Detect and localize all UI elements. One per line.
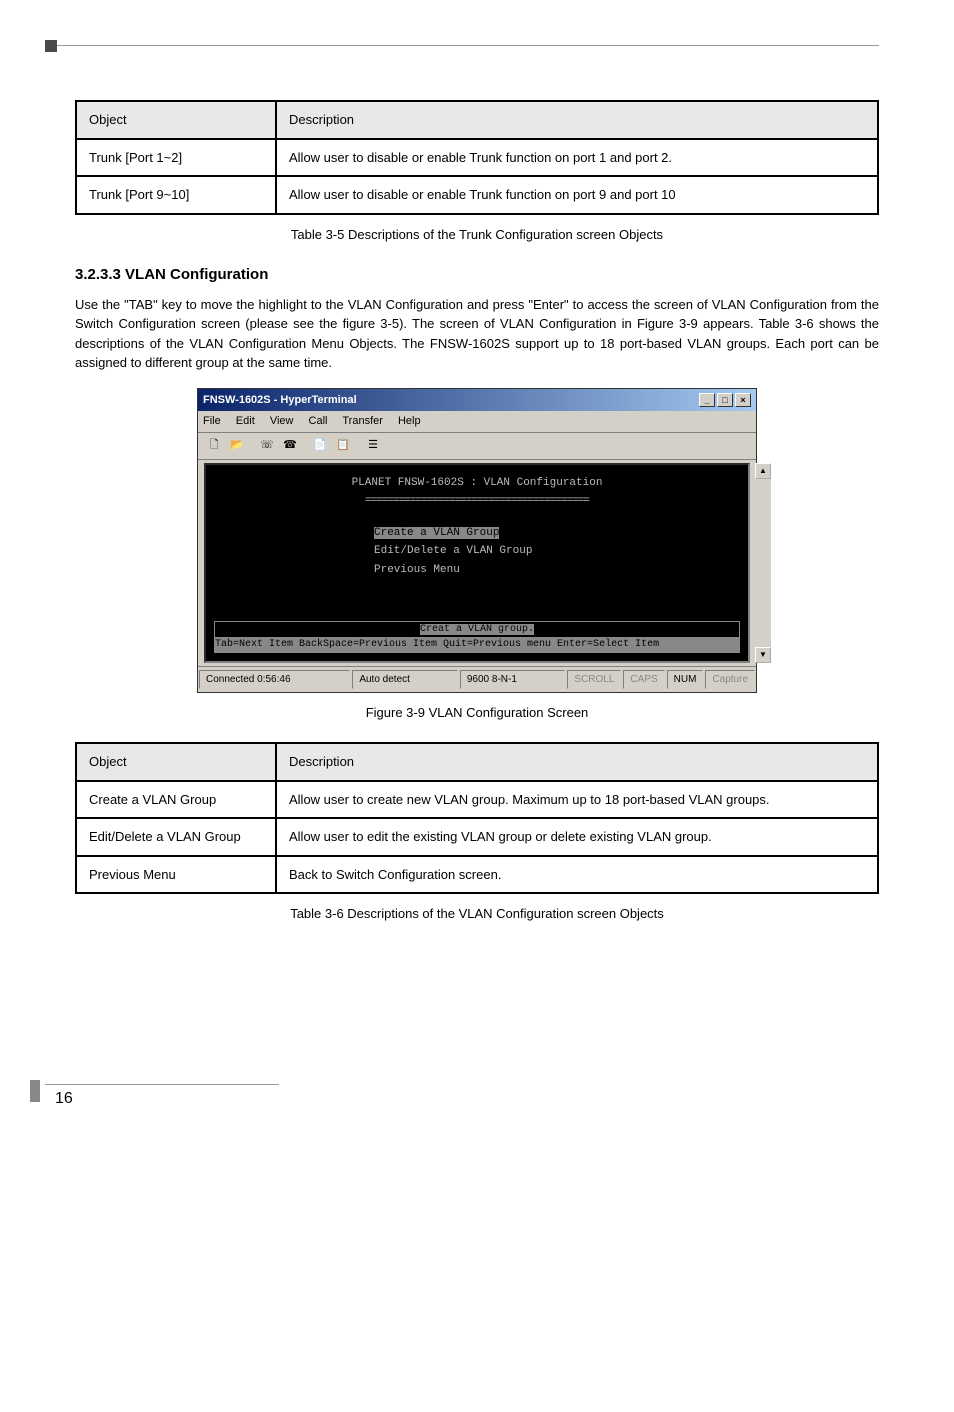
- page-footer: 16: [75, 1084, 879, 1111]
- terminal-title: PLANET FNSW-1602S : VLAN Configuration: [214, 475, 740, 492]
- status-num: NUM: [667, 670, 704, 689]
- table-row: Trunk [Port 1~2] Allow user to disable o…: [76, 139, 878, 177]
- table-header: Object: [76, 101, 276, 139]
- table-cell: Create a VLAN Group: [76, 781, 276, 819]
- menu-item-create: Create a VLAN Group: [374, 525, 740, 542]
- table-cell: Allow user to create new VLAN group. Max…: [276, 781, 878, 819]
- window-title: FNSW-1602S - HyperTerminal: [203, 392, 357, 409]
- footer-bar-icon: [30, 1080, 40, 1102]
- vlan-config-table: Object Description Create a VLAN Group A…: [75, 742, 879, 894]
- help-hint: Creat a VLAN group.: [420, 624, 534, 635]
- table-header: Description: [276, 743, 878, 781]
- section-heading: 3.2.3.3 VLAN Configuration: [75, 264, 879, 287]
- table-cell: Trunk [Port 1~2]: [76, 139, 276, 177]
- scroll-down-icon[interactable]: ▼: [755, 647, 771, 663]
- figure-caption: Figure 3-9 VLAN Configuration Screen: [75, 703, 879, 723]
- toolbar-properties-icon[interactable]: ☰: [362, 436, 384, 456]
- toolbar-send-icon[interactable]: 📄: [309, 436, 331, 456]
- terminal-underline: ========================================: [214, 493, 740, 510]
- statusbar: Connected 0:56:46 Auto detect 9600 8-N-1…: [198, 666, 756, 692]
- toolbar-connect-icon[interactable]: ☏: [256, 436, 278, 456]
- window-titlebar: FNSW-1602S - HyperTerminal _ □ ×: [198, 389, 756, 412]
- menu-view[interactable]: View: [270, 415, 294, 427]
- toolbar: 🗋 📂 ☏ ☎ 📄 📋 ☰: [198, 433, 756, 460]
- terminal-menu: Create a VLAN Group Edit/Delete a VLAN G…: [214, 525, 740, 579]
- terminal-help-bar: Creat a VLAN group. Tab=Next Item BackSp…: [214, 621, 740, 653]
- status-caps: CAPS: [623, 670, 664, 689]
- toolbar-open-icon[interactable]: 📂: [226, 436, 248, 456]
- terminal-screen: PLANET FNSW-1602S : VLAN Configuration =…: [204, 463, 750, 663]
- toolbar-new-icon[interactable]: 🗋: [203, 436, 225, 456]
- section-body: Use the "TAB" key to move the highlight …: [75, 295, 879, 373]
- table-row: Trunk [Port 9~10] Allow user to disable …: [76, 176, 878, 214]
- menu-transfer[interactable]: Transfer: [342, 415, 383, 427]
- table-row: Previous Menu Back to Switch Configurati…: [76, 856, 878, 894]
- menu-call[interactable]: Call: [309, 415, 328, 427]
- close-icon[interactable]: ×: [735, 393, 751, 407]
- window-controls: _ □ ×: [699, 393, 751, 407]
- table-caption: Table 3-5 Descriptions of the Trunk Conf…: [75, 225, 879, 245]
- menubar: File Edit View Call Transfer Help: [198, 411, 756, 433]
- hyperterminal-window: FNSW-1602S - HyperTerminal _ □ × File Ed…: [197, 388, 757, 693]
- table-cell: Allow user to disable or enable Trunk fu…: [276, 176, 878, 214]
- maximize-icon[interactable]: □: [717, 393, 733, 407]
- menu-file[interactable]: File: [203, 415, 221, 427]
- table-row: Create a VLAN Group Allow user to create…: [76, 781, 878, 819]
- scroll-up-icon[interactable]: ▲: [755, 463, 771, 479]
- table-caption: Table 3-6 Descriptions of the VLAN Confi…: [75, 904, 879, 924]
- table-cell: Edit/Delete a VLAN Group: [76, 818, 276, 856]
- menu-edit[interactable]: Edit: [236, 415, 255, 427]
- status-baud: 9600 8-N-1: [460, 670, 566, 689]
- status-detect: Auto detect: [352, 670, 458, 689]
- toolbar-receive-icon[interactable]: 📋: [332, 436, 354, 456]
- trunk-config-table: Object Description Trunk [Port 1~2] Allo…: [75, 100, 879, 215]
- menu-item-edit: Edit/Delete a VLAN Group: [374, 543, 740, 560]
- screenshot-container: FNSW-1602S - HyperTerminal _ □ × File Ed…: [75, 388, 879, 693]
- table-header: Object: [76, 743, 276, 781]
- minimize-icon[interactable]: _: [699, 393, 715, 407]
- table-cell: Allow user to edit the existing VLAN gro…: [276, 818, 878, 856]
- table-cell: Allow user to disable or enable Trunk fu…: [276, 139, 878, 177]
- toolbar-disconnect-icon[interactable]: ☎: [279, 436, 301, 456]
- page-number: 16: [55, 1087, 879, 1111]
- status-scroll: SCROLL: [567, 670, 621, 689]
- scrollbar[interactable]: ▲ ▼: [755, 463, 771, 663]
- table-cell: Trunk [Port 9~10]: [76, 176, 276, 214]
- menu-item-previous: Previous Menu: [374, 562, 740, 579]
- menu-help[interactable]: Help: [398, 415, 421, 427]
- page-header-marker: [75, 40, 879, 60]
- table-cell: Back to Switch Configuration screen.: [276, 856, 878, 894]
- table-cell: Previous Menu: [76, 856, 276, 894]
- help-nav: Tab=Next Item BackSpace=Previous Item Qu…: [215, 637, 739, 652]
- footer-line: [45, 1084, 279, 1085]
- table-row: Edit/Delete a VLAN Group Allow user to e…: [76, 818, 878, 856]
- status-capture: Capture: [705, 670, 755, 689]
- table-header: Description: [276, 101, 878, 139]
- status-connected: Connected 0:56:46: [199, 670, 350, 689]
